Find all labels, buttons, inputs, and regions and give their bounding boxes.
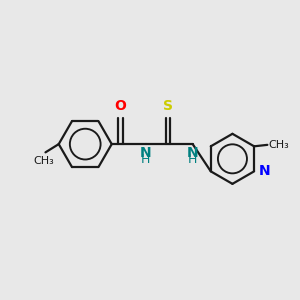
Text: CH₃: CH₃: [269, 140, 290, 150]
Text: CH₃: CH₃: [34, 156, 54, 166]
Text: H: H: [188, 153, 197, 166]
Text: N: N: [259, 164, 270, 178]
Text: H: H: [141, 153, 150, 166]
Text: N: N: [187, 146, 199, 160]
Text: O: O: [115, 99, 127, 113]
Text: S: S: [163, 99, 173, 113]
Text: N: N: [140, 146, 152, 160]
